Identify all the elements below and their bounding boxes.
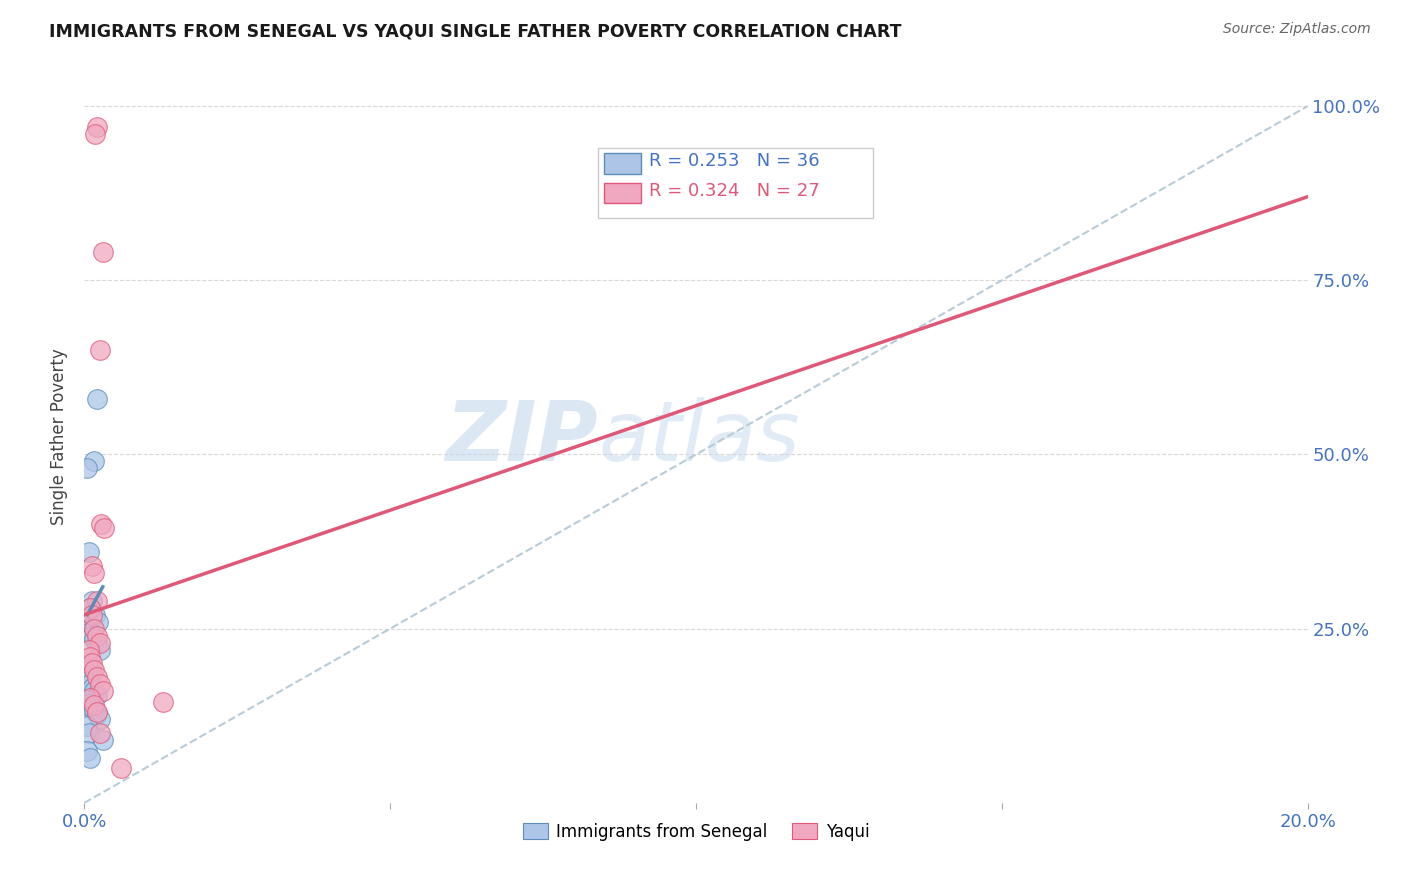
- Point: [89, 642, 111, 657]
- Point: [80, 681, 103, 695]
- Point: [77, 660, 100, 674]
- Point: [80, 607, 103, 622]
- Point: [83, 454, 105, 468]
- Point: [83, 632, 105, 646]
- Text: IMMIGRANTS FROM SENEGAL VS YAQUI SINGLE FATHER POVERTY CORRELATION CHART: IMMIGRANTS FROM SENEGAL VS YAQUI SINGLE …: [49, 22, 901, 40]
- Text: R = 0.324   N = 27: R = 0.324 N = 27: [650, 182, 820, 200]
- Point: [83, 664, 105, 678]
- Y-axis label: Single Father Poverty: Single Father Poverty: [51, 349, 69, 525]
- Point: [79, 691, 101, 706]
- Point: [89, 677, 111, 691]
- Point: [79, 625, 101, 640]
- Point: [152, 695, 174, 709]
- Point: [86, 705, 108, 719]
- Point: [83, 622, 105, 636]
- Point: [87, 615, 110, 629]
- Text: R = 0.253   N = 36: R = 0.253 N = 36: [650, 153, 820, 170]
- Point: [86, 392, 108, 406]
- Point: [76, 461, 98, 475]
- Point: [89, 712, 111, 726]
- Point: [83, 684, 105, 698]
- Point: [79, 750, 101, 764]
- Text: Source: ZipAtlas.com: Source: ZipAtlas.com: [1223, 22, 1371, 37]
- Legend: Immigrants from Senegal, Yaqui: Immigrants from Senegal, Yaqui: [515, 814, 877, 849]
- Point: [89, 726, 111, 740]
- FancyBboxPatch shape: [605, 183, 641, 203]
- Point: [86, 706, 108, 721]
- Point: [80, 629, 103, 643]
- Text: ZIP: ZIP: [446, 397, 598, 477]
- Point: [86, 688, 108, 702]
- Point: [76, 719, 98, 733]
- Point: [80, 594, 103, 608]
- Point: [80, 558, 103, 573]
- Point: [83, 703, 105, 717]
- FancyBboxPatch shape: [598, 148, 873, 218]
- Point: [86, 629, 108, 643]
- Point: [86, 594, 108, 608]
- Point: [80, 667, 103, 681]
- Point: [110, 761, 132, 775]
- Point: [91, 245, 114, 260]
- Text: atlas: atlas: [598, 397, 800, 477]
- Point: [77, 697, 100, 711]
- Point: [80, 657, 103, 671]
- Point: [76, 743, 98, 757]
- Point: [79, 699, 101, 714]
- Point: [77, 673, 100, 688]
- Point: [83, 566, 105, 580]
- Point: [77, 545, 100, 559]
- Point: [90, 517, 112, 532]
- Point: [77, 642, 100, 657]
- Point: [89, 343, 111, 357]
- Point: [84, 127, 107, 141]
- Point: [86, 120, 108, 134]
- Point: [76, 692, 98, 706]
- Point: [79, 664, 101, 678]
- Point: [79, 649, 101, 664]
- Point: [79, 600, 101, 615]
- Point: [93, 521, 115, 535]
- Point: [76, 670, 98, 684]
- Point: [91, 684, 114, 698]
- Point: [77, 623, 100, 637]
- FancyBboxPatch shape: [605, 153, 641, 174]
- Point: [89, 635, 111, 649]
- Point: [86, 635, 108, 649]
- Point: [77, 726, 100, 740]
- Point: [79, 600, 101, 615]
- Point: [86, 670, 108, 684]
- Point: [79, 677, 101, 691]
- Point: [76, 657, 98, 671]
- Point: [76, 622, 98, 636]
- Point: [91, 733, 114, 747]
- Point: [84, 607, 107, 622]
- Point: [83, 698, 105, 713]
